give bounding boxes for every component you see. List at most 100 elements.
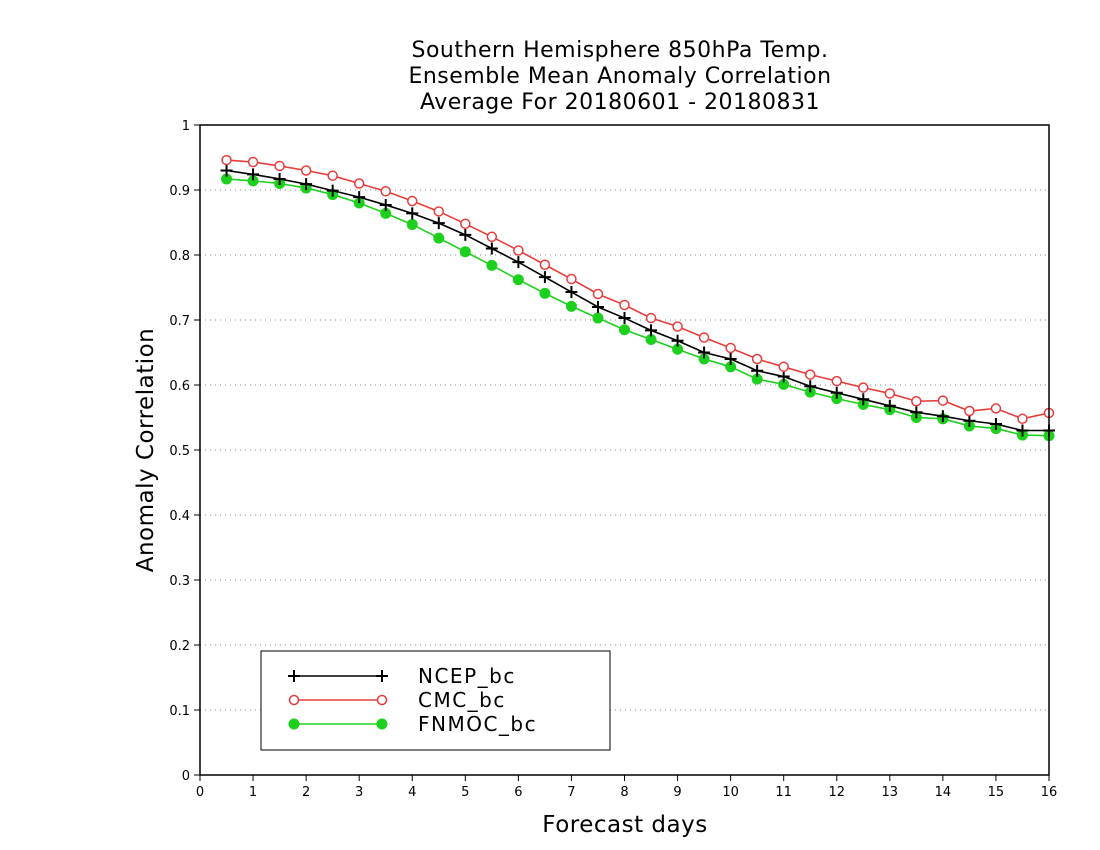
- data-point-ncep-bc: [724, 353, 737, 365]
- data-point-ncep-bc: [273, 172, 286, 185]
- data-point-cmc-bc: [1017, 413, 1028, 425]
- data-point-fnmoc-bc: [512, 274, 524, 286]
- data-point-ncep-bc: [326, 184, 339, 197]
- legend-marker: [376, 694, 388, 706]
- x-tick-label: 7: [567, 785, 575, 800]
- legend-label: FNMOC_bc: [418, 712, 537, 736]
- data-point-fnmoc-bc: [486, 259, 498, 271]
- data-point-ncep-bc: [883, 399, 896, 412]
- data-point-fnmoc-bc: [565, 300, 577, 312]
- legend-entry-fnmoc-bc: FNMOC_bc: [288, 712, 537, 736]
- data-point-cmc-bc: [513, 245, 524, 256]
- data-point-ncep-bc: [804, 380, 817, 393]
- legend-marker: [376, 718, 388, 730]
- x-axis-label: Forecast days: [542, 812, 708, 838]
- y-tick-label: 0.2: [169, 639, 190, 654]
- data-point-ncep-bc: [353, 191, 366, 204]
- data-point-cmc-bc: [433, 206, 445, 217]
- legend-marker: [288, 670, 300, 682]
- data-point-cmc-bc: [751, 353, 763, 365]
- data-point-cmc-bc: [645, 312, 657, 324]
- data-point-ncep-bc: [565, 286, 578, 299]
- data-point-cmc-bc: [858, 382, 869, 393]
- data-point-fnmoc-bc: [433, 232, 445, 244]
- data-point-ncep-bc: [247, 168, 260, 181]
- grid: [200, 189, 1049, 711]
- data-point-fnmoc-bc: [592, 312, 604, 324]
- data-point-cmc-bc: [804, 369, 816, 380]
- data-point-ncep-bc: [512, 256, 525, 269]
- data-point-cmc-bc: [937, 395, 949, 406]
- data-point-ncep-bc: [379, 198, 392, 211]
- x-tick-label: 3: [355, 785, 363, 800]
- y-tick-label: 0: [182, 769, 190, 784]
- x-tick-label: 10: [722, 785, 739, 800]
- axes: 00.10.20.30.40.50.60.70.80.910 1 2 3 4 5 6 7 8 9 1…: [169, 119, 1057, 800]
- data-point-cmc-bc: [407, 195, 418, 207]
- data-point-cmc-bc: [778, 361, 789, 373]
- data-point-ncep-bc: [963, 414, 976, 427]
- data-point-cmc-bc: [539, 259, 551, 270]
- legend-entry-ncep-bc: NCEP_bc: [288, 664, 516, 688]
- y-tick-label: 1: [182, 119, 190, 134]
- data-point-cmc-bc: [486, 231, 498, 243]
- y-tick-label: 0.5: [169, 444, 190, 459]
- data-point-cmc-bc: [300, 165, 312, 176]
- series-layer: [220, 154, 1055, 442]
- data-point-cmc-bc: [672, 321, 683, 332]
- data-point-cmc-bc: [911, 396, 922, 407]
- data-point-fnmoc-bc: [539, 287, 551, 299]
- x-tick-label: 15: [988, 785, 1005, 800]
- data-point-ncep-bc: [300, 178, 313, 191]
- data-point-cmc-bc: [221, 154, 232, 166]
- data-point-ncep-bc: [538, 271, 551, 284]
- data-point-ncep-bc: [220, 164, 233, 177]
- data-point-fnmoc-bc: [619, 324, 630, 336]
- y-tick-label: 0.8: [169, 249, 190, 264]
- data-point-ncep-bc: [936, 410, 949, 423]
- legend-label: NCEP_bc: [418, 664, 516, 688]
- data-point-ncep-bc: [432, 217, 445, 230]
- data-point-fnmoc-bc: [459, 246, 471, 258]
- data-point-ncep-bc: [751, 364, 764, 377]
- data-point-cmc-bc: [274, 160, 285, 172]
- data-point-ncep-bc: [485, 242, 498, 255]
- data-point-cmc-bc: [619, 299, 630, 311]
- chart-title-line-2: Ensemble Mean Anomaly Correlation: [408, 64, 832, 89]
- chart-title-line-3: Average For 20180601 - 20180831: [419, 90, 821, 115]
- y-tick-label: 0.9: [169, 184, 190, 199]
- data-point-ncep-bc: [645, 324, 658, 337]
- series-cmc-bc: [221, 154, 1055, 425]
- data-point-cmc-bc: [327, 170, 338, 181]
- x-tick-label: 9: [673, 785, 681, 800]
- data-point-ncep-bc: [830, 386, 843, 399]
- data-point-ncep-bc: [698, 346, 711, 359]
- series-line-fnmoc-bc: [226, 178, 1050, 437]
- x-tick-label: 6: [514, 785, 522, 800]
- data-point-cmc-bc: [592, 288, 604, 300]
- data-point-ncep-bc: [989, 418, 1002, 430]
- x-tick-label: 12: [828, 785, 845, 800]
- x-tick-label: 13: [882, 785, 899, 800]
- data-point-ncep-bc: [777, 370, 790, 383]
- data-point-cmc-bc: [380, 186, 391, 197]
- data-point-cmc-bc: [460, 218, 471, 230]
- data-point-ncep-bc: [910, 406, 923, 419]
- series-line-ncep-bc: [226, 169, 1049, 432]
- series-ncep-bc: [220, 164, 1055, 437]
- data-point-ncep-bc: [671, 334, 684, 347]
- data-point-cmc-bc: [964, 405, 975, 417]
- x-tick-label: 1: [249, 785, 257, 800]
- data-point-cmc-bc: [725, 342, 736, 354]
- legend-entry-cmc-bc: CMC_bc: [288, 688, 504, 712]
- data-point-cmc-bc: [353, 178, 365, 189]
- x-tick-label: 11: [775, 785, 792, 800]
- data-point-ncep-bc: [618, 312, 631, 325]
- series-line-cmc-bc: [226, 159, 1050, 420]
- data-point-ncep-bc: [406, 207, 419, 220]
- data-point-fnmoc-bc: [406, 218, 418, 230]
- legend-marker: [288, 694, 300, 706]
- x-tick-label: 0: [196, 785, 204, 800]
- y-tick-label: 0.3: [169, 574, 190, 589]
